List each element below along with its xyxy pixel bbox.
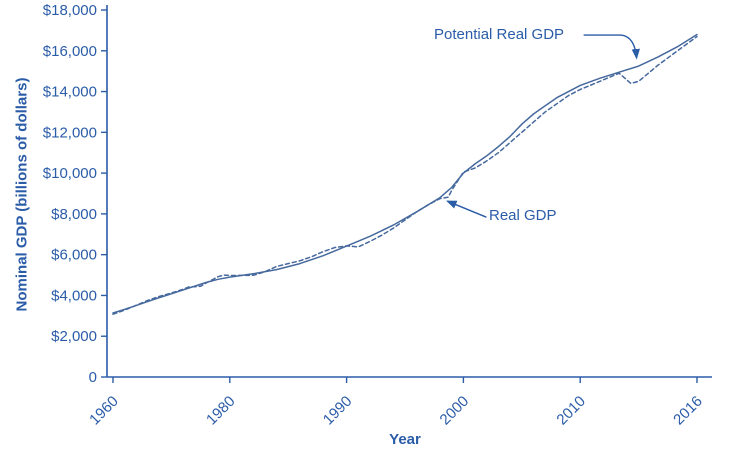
- potential-real-gdp-arrow: [583, 34, 640, 60]
- potential-real-gdp-line: [112, 33, 698, 314]
- y-tick-label: $4,000: [51, 287, 97, 304]
- annotation-potential-real-gdp: Potential Real GDP: [434, 26, 565, 43]
- x-tick-label: 1990: [320, 393, 356, 429]
- y-tick-label: $8,000: [51, 206, 97, 223]
- y-tick-label: $14,000: [43, 84, 97, 101]
- y-tick-label: $10,000: [43, 165, 97, 182]
- real-gdp-arrow: [446, 200, 487, 218]
- x-tick-label: 1960: [86, 393, 122, 429]
- y-axis-title: Nominal GDP (billions of dollars): [13, 77, 31, 312]
- y-tick-label: $6,000: [51, 247, 97, 264]
- y-tick-label: $2,000: [51, 328, 97, 345]
- x-tick-label: 1980: [203, 393, 239, 429]
- y-tick-label: $18,000: [43, 2, 97, 19]
- y-tick-label: $16,000: [43, 43, 97, 60]
- y-tick-label: 0: [89, 369, 97, 386]
- x-tick-label: 2000: [437, 393, 473, 429]
- x-tick-label: 2010: [553, 393, 589, 429]
- real-gdp-line: [112, 35, 698, 315]
- x-tick-label: 2016: [670, 393, 706, 429]
- y-tick-label: $12,000: [43, 124, 97, 141]
- annotation-real-gdp: Real GDP: [489, 207, 557, 224]
- x-axis-title: Year: [389, 431, 421, 448]
